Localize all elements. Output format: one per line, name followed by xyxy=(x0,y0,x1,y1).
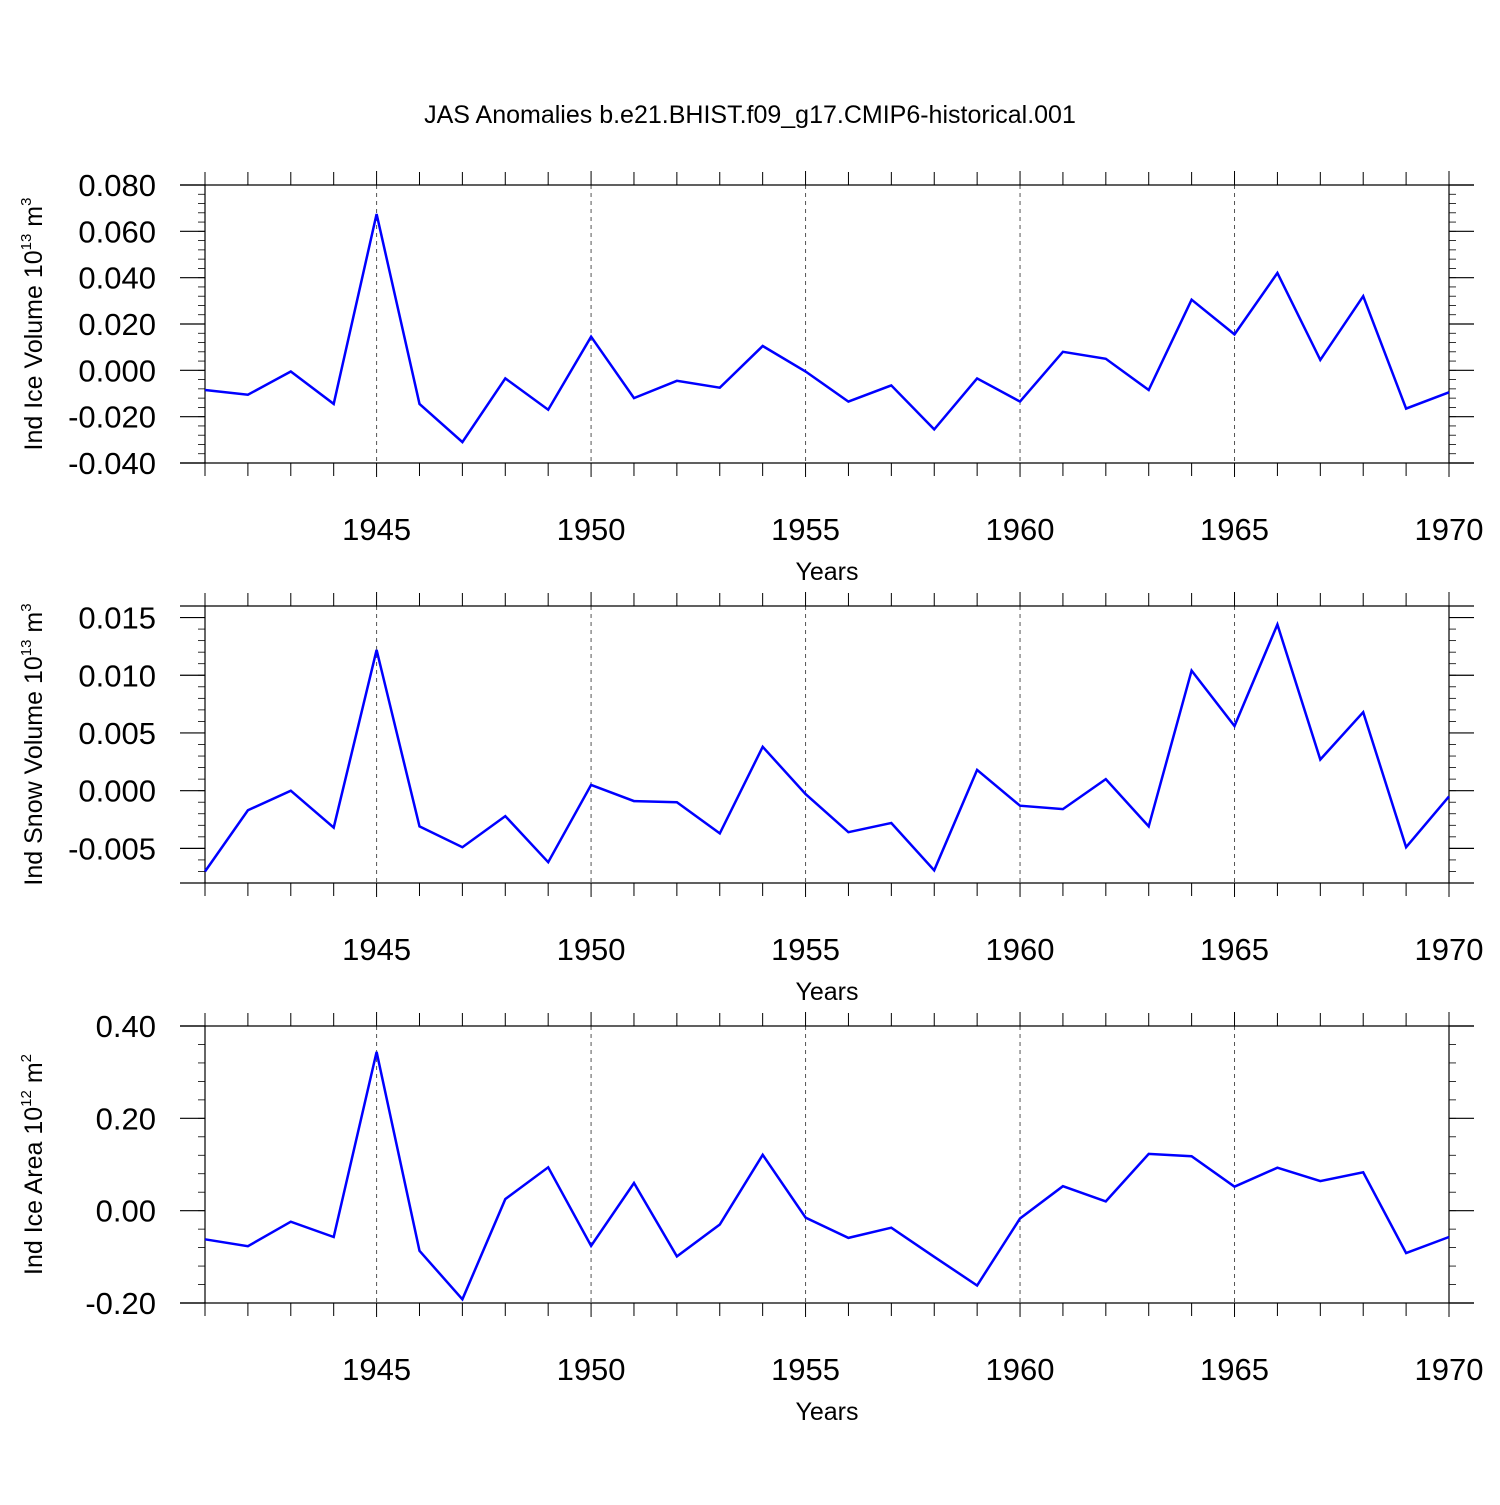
y-tick-label: -0.005 xyxy=(68,831,156,866)
y-tick-label: 0.000 xyxy=(78,353,156,388)
panel-3: 0.40 0.20 0.00 -0.20 1945 1950 1955 1960 1965 197… xyxy=(18,1009,1483,1426)
chart-title: JAS Anomalies b.e21.BHIST.f09_g17.CMIP6-… xyxy=(424,101,1076,129)
data-series-line xyxy=(205,214,1449,442)
y-tick-label: 0.000 xyxy=(78,774,156,809)
x-tick-label: 1955 xyxy=(771,932,840,967)
y-tick-label: 0.20 xyxy=(96,1101,156,1136)
x-tick-label: 1960 xyxy=(986,932,1055,967)
y-axis-title: Ind Ice Area 1012 m2 xyxy=(18,1054,48,1275)
x-tick-label: 1970 xyxy=(1415,512,1484,547)
y-tick-label: 0.005 xyxy=(78,716,156,751)
y-axis-title: Ind Snow Volume 1013 m3 xyxy=(18,603,48,885)
x-tick-label: 1970 xyxy=(1415,932,1484,967)
y-axis-title-unit: m xyxy=(20,206,48,234)
x-axis-title: Years xyxy=(795,558,858,586)
x-tick-label: 1960 xyxy=(986,1352,1055,1387)
y-tick-label: 0.015 xyxy=(78,601,156,636)
x-tick-label: 1965 xyxy=(1200,1352,1269,1387)
y-tick-label: -0.20 xyxy=(85,1286,156,1321)
y-axis-title-exponent: 13 xyxy=(18,640,35,657)
y-tick-label: 0.40 xyxy=(96,1009,156,1044)
panels: 0.080 0.060 0.040 0.020 0.000 -0.020 -0.040 194… xyxy=(18,168,1483,1426)
x-tick-label: 1950 xyxy=(557,932,626,967)
x-tick-label: 1965 xyxy=(1200,512,1269,547)
x-tick-label: 1965 xyxy=(1200,932,1269,967)
y-tick-label: 0.080 xyxy=(78,168,156,203)
y-axis-title-unit: m xyxy=(20,1062,48,1090)
y-axis-title-unit: m xyxy=(20,612,48,640)
x-tick-label: 1945 xyxy=(342,932,411,967)
y-tick-label: 0.060 xyxy=(78,214,156,249)
y-tick-label: 0.020 xyxy=(78,307,156,342)
y-axis-title-unit-exponent: 2 xyxy=(18,1054,35,1062)
panel-1: 0.080 0.060 0.040 0.020 0.000 -0.020 -0.040 194… xyxy=(18,168,1483,586)
x-tick-label: 1945 xyxy=(342,1352,411,1387)
data-series-line xyxy=(205,1052,1449,1299)
x-tick-label: 1970 xyxy=(1415,1352,1484,1387)
x-tick-label: 1955 xyxy=(771,1352,840,1387)
y-tick-label: -0.040 xyxy=(68,446,156,481)
y-axis-title-main: Ind Ice Volume 10 xyxy=(20,250,48,450)
panel-2: 0.015 0.010 0.005 0.000 -0.005 1945 1950 1955 19… xyxy=(18,592,1483,1006)
y-axis-title-main: Ind Ice Area 10 xyxy=(20,1107,48,1275)
y-axis-title-exponent: 12 xyxy=(18,1090,35,1107)
x-tick-label: 1960 xyxy=(986,512,1055,547)
x-tick-label: 1955 xyxy=(771,512,840,547)
y-axis-title-main: Ind Snow Volume 10 xyxy=(20,656,48,885)
y-axis-title-exponent: 13 xyxy=(18,234,35,251)
y-tick-label: 0.010 xyxy=(78,658,156,693)
y-axis-title: Ind Ice Volume 1013 m3 xyxy=(18,198,48,451)
y-axis-title-unit-exponent: 3 xyxy=(18,198,35,206)
y-tick-label: -0.020 xyxy=(68,400,156,435)
data-series-line xyxy=(205,625,1449,872)
y-tick-label: 0.040 xyxy=(78,261,156,296)
x-axis-title: Years xyxy=(795,978,858,1006)
y-axis-title-unit-exponent: 3 xyxy=(18,603,35,611)
x-tick-label: 1945 xyxy=(342,512,411,547)
x-tick-label: 1950 xyxy=(557,512,626,547)
y-tick-label: 0.00 xyxy=(96,1194,156,1229)
x-axis-title: Years xyxy=(795,1398,858,1426)
x-tick-label: 1950 xyxy=(557,1352,626,1387)
